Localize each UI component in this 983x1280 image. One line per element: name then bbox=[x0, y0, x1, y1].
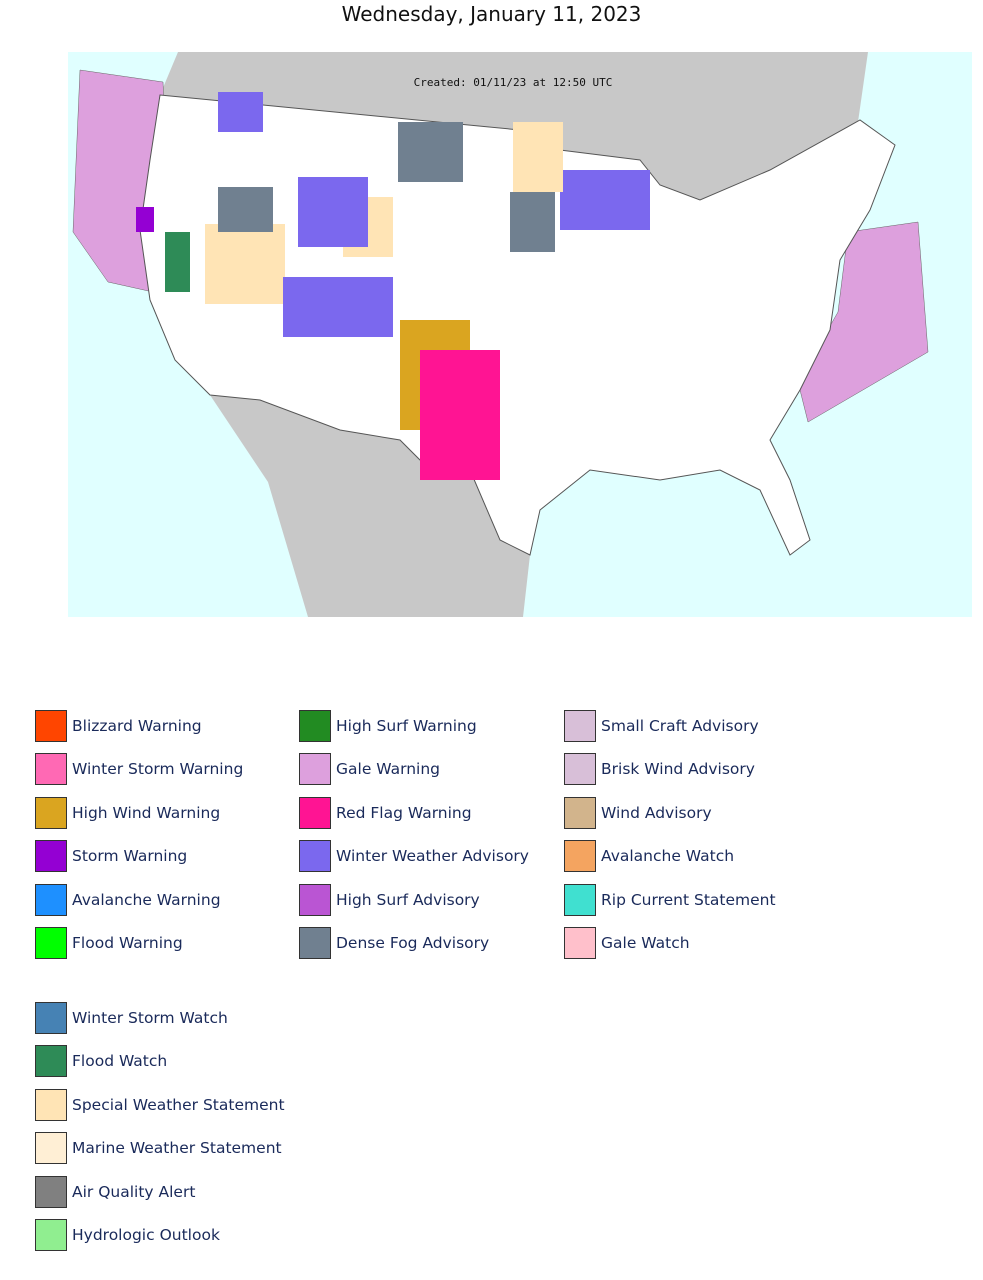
alert-area bbox=[218, 187, 273, 232]
legend-swatch bbox=[35, 710, 67, 742]
legend-label: Avalanche Watch bbox=[601, 847, 735, 866]
legend-swatch bbox=[299, 753, 331, 786]
created-stamp: Created: 01/11/23 at 12:50 UTC bbox=[414, 76, 613, 89]
legend-item: Special Weather Statement bbox=[35, 1088, 285, 1122]
legend-swatch bbox=[35, 1002, 67, 1034]
legend-swatch bbox=[35, 1175, 67, 1208]
legend-item: Storm Warning bbox=[35, 839, 187, 873]
legend-label: Wind Advisory bbox=[601, 803, 712, 822]
alert-area bbox=[218, 92, 263, 132]
alert-map: Created: 01/11/23 at 12:50 UTC bbox=[68, 52, 972, 617]
legend-label: Gale Warning bbox=[336, 760, 441, 779]
legend-swatch bbox=[299, 883, 331, 916]
legend-label: High Wind Warning bbox=[72, 803, 221, 822]
legend-swatch bbox=[35, 796, 67, 829]
legend-swatch bbox=[564, 710, 596, 742]
legend-swatch bbox=[299, 927, 331, 959]
alert-area bbox=[513, 122, 563, 192]
legend-label: Gale Watch bbox=[601, 934, 690, 952]
legend-swatch bbox=[299, 710, 331, 742]
legend-item: Small Craft Advisory bbox=[564, 709, 759, 743]
legend-swatch bbox=[35, 1219, 67, 1251]
legend-swatch bbox=[299, 796, 331, 829]
legend-label: High Surf Warning bbox=[336, 717, 477, 735]
alert-area bbox=[560, 170, 650, 230]
legend-swatch bbox=[564, 753, 596, 786]
legend-item: Brisk Wind Advisory bbox=[564, 752, 755, 786]
legend-item: Gale Warning bbox=[299, 752, 440, 786]
alert-area bbox=[165, 232, 190, 292]
legend-item: Winter Storm Watch bbox=[35, 1001, 228, 1035]
legend-label: Flood Watch bbox=[72, 1052, 168, 1071]
alert-area bbox=[136, 207, 154, 232]
legend-label: Winter Storm Watch bbox=[72, 1009, 228, 1027]
legend-label: Special Weather Statement bbox=[72, 1095, 285, 1114]
legend-item: Rip Current Statement bbox=[564, 883, 776, 917]
legend-item: Blizzard Warning bbox=[35, 709, 202, 743]
legend-label: Air Quality Alert bbox=[72, 1182, 196, 1201]
legend-label: Dense Fog Advisory bbox=[336, 934, 490, 952]
legend-item: Dense Fog Advisory bbox=[299, 926, 489, 960]
legend-label: High Surf Advisory bbox=[336, 890, 480, 909]
legend-swatch bbox=[35, 1045, 67, 1078]
legend-item: Avalanche Warning bbox=[35, 883, 221, 917]
legend-label: Blizzard Warning bbox=[72, 717, 202, 735]
legend-swatch bbox=[564, 796, 596, 829]
legend-label: Brisk Wind Advisory bbox=[601, 760, 755, 779]
legend-item: High Surf Advisory bbox=[299, 883, 480, 917]
legend-swatch bbox=[564, 840, 596, 873]
legend-item: High Wind Warning bbox=[35, 796, 220, 830]
legend-item: Wind Advisory bbox=[564, 796, 712, 830]
legend-swatch bbox=[35, 753, 67, 786]
alert-area bbox=[283, 277, 393, 337]
legend-label: Flood Warning bbox=[72, 934, 183, 952]
legend-label: Small Craft Advisory bbox=[601, 717, 759, 735]
legend-item: Gale Watch bbox=[564, 926, 690, 960]
legend-swatch bbox=[35, 927, 67, 959]
legend-label: Winter Weather Advisory bbox=[336, 847, 529, 866]
legend-label: Red Flag Warning bbox=[336, 803, 472, 822]
legend-swatch bbox=[35, 840, 67, 873]
legend-swatch bbox=[35, 1088, 67, 1121]
legend-item: Air Quality Alert bbox=[35, 1175, 195, 1209]
legend-label: Winter Storm Warning bbox=[72, 760, 244, 779]
legend-item: Winter Weather Advisory bbox=[299, 839, 529, 873]
mexico bbox=[210, 395, 530, 617]
alert-area bbox=[510, 192, 555, 252]
legend-item: Winter Storm Warning bbox=[35, 752, 243, 786]
alert-area bbox=[420, 350, 500, 480]
atlantic-gale bbox=[797, 221, 929, 423]
legend-label: Marine Weather Statement bbox=[72, 1139, 282, 1158]
alert-area bbox=[205, 224, 285, 304]
legend-label: Storm Warning bbox=[72, 847, 188, 866]
page-title: Wednesday, January 11, 2023 bbox=[341, 2, 642, 26]
legend-item: Flood Watch bbox=[35, 1044, 167, 1078]
legend-swatch bbox=[564, 883, 596, 916]
legend-label: Hydrologic Outlook bbox=[72, 1226, 220, 1244]
legend-swatch bbox=[35, 883, 67, 916]
alert-area bbox=[298, 177, 368, 247]
legend-item: Hydrologic Outlook bbox=[35, 1218, 220, 1252]
legend-swatch bbox=[564, 927, 596, 959]
legend-label: Rip Current Statement bbox=[601, 890, 776, 909]
alert-area bbox=[398, 122, 463, 182]
legend-item: Avalanche Watch bbox=[564, 839, 734, 873]
legend-item: Flood Warning bbox=[35, 926, 183, 960]
legend-item: High Surf Warning bbox=[299, 709, 477, 743]
legend-label: Avalanche Warning bbox=[72, 890, 221, 909]
legend-item: Red Flag Warning bbox=[299, 796, 472, 830]
canada bbox=[148, 52, 868, 200]
legend-swatch bbox=[35, 1132, 67, 1165]
legend-item: Marine Weather Statement bbox=[35, 1131, 282, 1165]
legend-swatch bbox=[299, 840, 331, 873]
